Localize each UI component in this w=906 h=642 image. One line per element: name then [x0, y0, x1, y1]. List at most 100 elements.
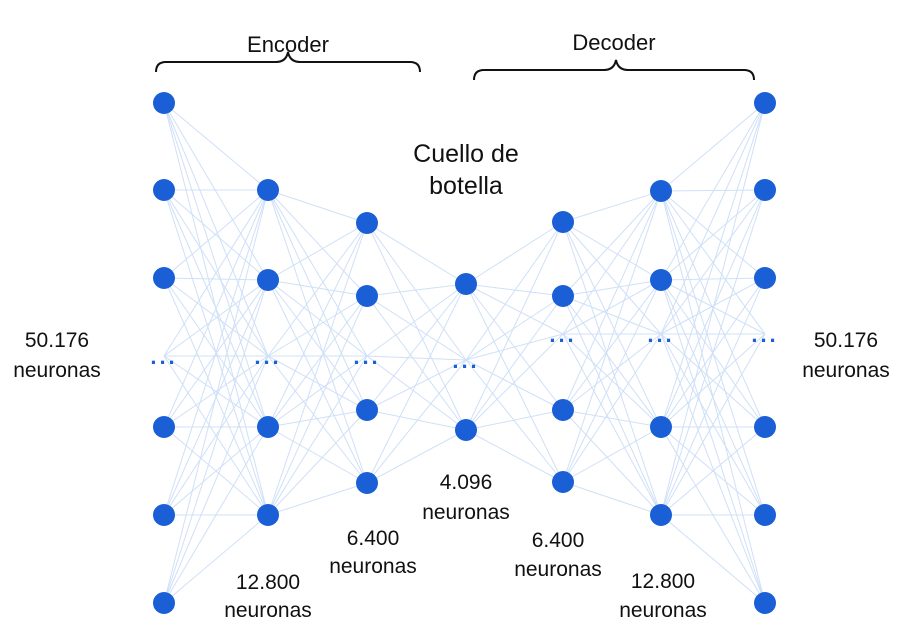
connection-edge — [465, 333, 564, 361]
connection-edge — [163, 189, 269, 281]
input-layer-unit: neuronas — [13, 359, 101, 382]
connection-edge — [163, 102, 269, 281]
neuron-node-dec-hidden-2 — [650, 416, 672, 438]
input-layer-count: 50.176 — [25, 329, 89, 352]
connection-edge — [366, 359, 467, 484]
connection-edge — [163, 189, 269, 604]
connection-edge — [163, 277, 269, 281]
connection-edge — [465, 333, 564, 431]
bottleneck-count: 4.096 — [440, 471, 493, 494]
ellipsis-dec-hidden-2: ... — [647, 322, 674, 347]
neuron-node-input — [153, 416, 175, 438]
neuron-node-enc-hidden-1 — [257, 179, 279, 201]
connection-edge — [660, 189, 766, 192]
connection-edge — [562, 190, 662, 335]
connection-edge — [660, 102, 766, 281]
connection-edge — [267, 222, 368, 428]
connection-edge — [163, 426, 269, 604]
neuron-nodes — [153, 92, 776, 614]
connection-edge — [562, 295, 662, 516]
output-layer-unit: neuronas — [802, 359, 890, 382]
bottleneck-title-line2: botella — [429, 172, 503, 200]
connection-edge — [562, 333, 662, 428]
connection-edge — [163, 514, 269, 604]
connection-edge — [562, 190, 662, 297]
connection-edge — [660, 102, 766, 335]
connection-edge — [366, 283, 467, 411]
connection-edge — [660, 189, 766, 335]
connection-edge — [267, 482, 368, 516]
connection-edge — [660, 514, 766, 604]
connection-edge — [660, 333, 766, 516]
dec-hidden-1-unit: neuronas — [514, 558, 602, 581]
connection-edge — [562, 279, 662, 411]
connection-edge — [267, 295, 368, 428]
neuron-node-enc-hidden-2 — [356, 399, 378, 421]
connection-edge — [660, 189, 766, 516]
connection-edge — [163, 189, 269, 279]
connection-edge — [660, 277, 766, 281]
ellipsis-enc-hidden-1: ... — [254, 344, 281, 369]
connection-edge — [163, 189, 269, 516]
connection-edge — [163, 277, 269, 357]
connection-edge — [267, 222, 368, 516]
enc-hidden-2-count: 6.400 — [347, 527, 400, 550]
neuron-node-dec-hidden-1 — [552, 285, 574, 307]
neuron-node-input — [153, 179, 175, 201]
connection-edge — [267, 295, 368, 516]
decoder-brace — [473, 59, 755, 81]
connection-edge — [562, 221, 662, 281]
connection-edge — [267, 279, 368, 357]
bottleneck-title-line1: Cuello de — [413, 140, 519, 168]
ellipsis-enc-hidden-2: ... — [353, 344, 380, 369]
connection-edge — [562, 481, 662, 516]
encoder-brace — [155, 51, 421, 73]
connection-edge — [465, 295, 564, 361]
layer-ellipses: ..................... — [150, 322, 775, 373]
connection-edge — [267, 189, 368, 484]
connection-edge — [163, 279, 269, 604]
neuron-node-enc-hidden-1 — [257, 269, 279, 291]
connection-edge — [465, 221, 564, 285]
dec-hidden-1-count: 6.400 — [532, 529, 585, 552]
connection-edge — [267, 355, 368, 428]
dec-hidden-2-unit: neuronas — [619, 599, 707, 622]
connection-edge — [366, 283, 467, 357]
connection-edge — [366, 283, 467, 484]
neuron-node-enc-hidden-2 — [356, 285, 378, 307]
connection-edge — [562, 279, 662, 335]
connection-edge — [267, 355, 368, 411]
connection-edge — [465, 221, 564, 431]
enc-hidden-1-count: 12.800 — [236, 571, 300, 594]
connection-edge — [267, 222, 368, 281]
connection-edge — [163, 102, 269, 357]
connection-edge — [660, 277, 766, 516]
neuron-node-output — [754, 504, 776, 526]
neuron-node-input — [153, 592, 175, 614]
connection-edge — [660, 102, 766, 192]
connection-edge — [562, 190, 662, 483]
connection-edge — [562, 190, 662, 223]
ellipsis-dec-hidden-1: ... — [549, 322, 576, 347]
neuron-node-input — [153, 267, 175, 289]
connection-edge — [562, 221, 662, 428]
connection-edge — [366, 295, 467, 431]
connection-edge — [163, 355, 269, 604]
neuron-node-dec-hidden-1 — [552, 471, 574, 493]
connection-edge — [366, 429, 467, 484]
neuron-node-enc-hidden-1 — [257, 504, 279, 526]
connection-edge — [267, 279, 368, 411]
connection-edge — [267, 426, 368, 484]
neuron-node-output — [754, 416, 776, 438]
connection-edge — [660, 333, 766, 604]
connection-edge — [366, 409, 467, 431]
enc-hidden-1-unit: neuronas — [224, 599, 312, 622]
neuron-node-bottleneck — [455, 419, 477, 441]
connection-edge — [163, 189, 269, 428]
connection-edge — [163, 426, 269, 516]
connection-edge — [267, 189, 368, 297]
connection-edge — [562, 279, 662, 297]
ellipsis-bottleneck: ... — [452, 348, 479, 373]
connection-edge — [660, 102, 766, 428]
